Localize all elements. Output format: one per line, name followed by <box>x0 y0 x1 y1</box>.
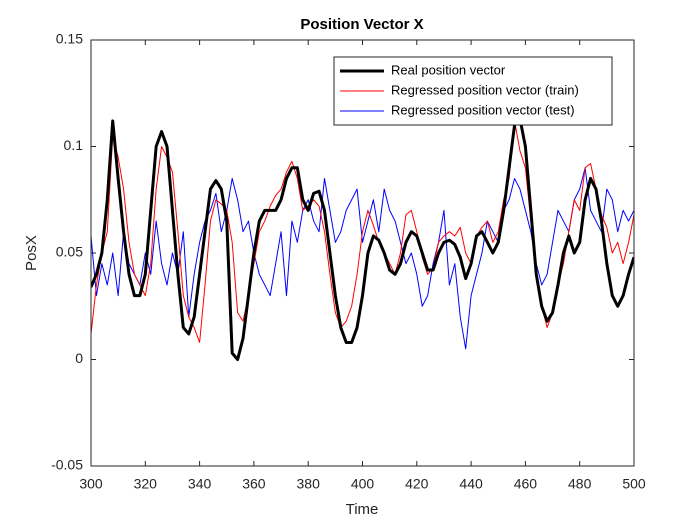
x-tick-label: 360 <box>242 476 266 492</box>
legend: Real position vector Regressed position v… <box>333 56 613 126</box>
chart-title: Position Vector X <box>300 16 423 33</box>
x-tick-label: 340 <box>188 476 212 492</box>
x-tick-label: 440 <box>459 476 483 492</box>
y-tick-label: 0.05 <box>56 244 83 260</box>
x-tick-label: 320 <box>134 476 158 492</box>
y-tick-label: 0.15 <box>56 31 83 47</box>
legend-label: Regressed position vector (test) <box>391 102 575 117</box>
x-tick-label: 420 <box>405 476 429 492</box>
x-axis-label: Time <box>346 501 379 518</box>
y-tick-label: 0 <box>75 350 83 366</box>
x-tick-label: 400 <box>351 476 375 492</box>
axes-box <box>90 39 635 467</box>
x-tick-label: 460 <box>514 476 538 492</box>
x-tick-label: 380 <box>297 476 321 492</box>
y-axis-label: PosX <box>23 235 40 271</box>
series-line <box>91 117 634 361</box>
x-tick-label: 300 <box>79 476 103 492</box>
series-line <box>91 167 634 350</box>
x-tick-label: 480 <box>568 476 592 492</box>
y-tick-label: 0.1 <box>64 137 84 153</box>
legend-label: Regressed position vector (train) <box>391 82 579 97</box>
x-tick-label: 500 <box>622 476 646 492</box>
y-tick-label: -0.05 <box>51 457 83 473</box>
legend-label: Real position vector <box>391 62 506 77</box>
